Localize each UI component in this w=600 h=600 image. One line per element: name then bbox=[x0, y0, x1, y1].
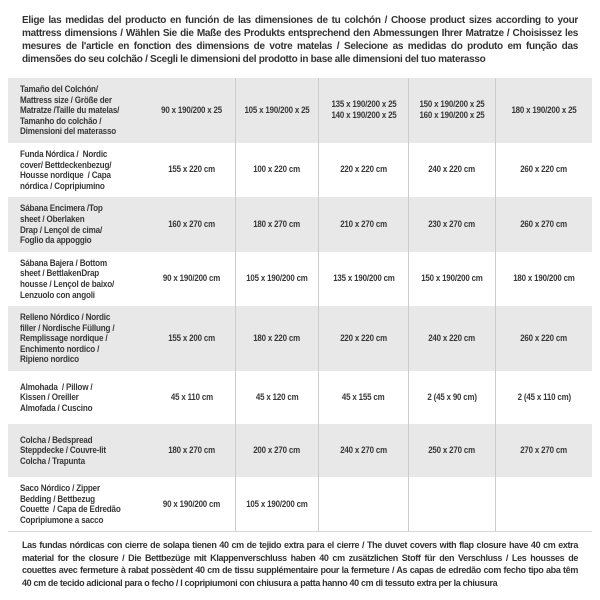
table-row: Relleno Nórdico / Nordic filler / Nordis… bbox=[8, 306, 592, 372]
row-label: Saco Nórdico / Zipper Bedding / Bettbezu… bbox=[20, 483, 121, 525]
size-cell-5: 260 x 220 cm bbox=[495, 142, 592, 198]
footnote-text: Las fundas nórdicas con cierre de solapa… bbox=[22, 540, 578, 588]
size-cell-5: 260 x 220 cm bbox=[495, 306, 592, 372]
size-cell-2: 45 x 120 cm bbox=[235, 371, 318, 425]
row-label: Sábana Encimera /Top sheet / Oberlaken D… bbox=[20, 203, 103, 246]
size-cell-2: 200 x 270 cm bbox=[235, 424, 318, 478]
size-cell-3: 240 x 270 cm bbox=[318, 424, 408, 478]
intro-text: Elige las medidas del producto en funció… bbox=[22, 15, 578, 65]
size-table: Tamaño del Colchón/ Mattress size / Größ… bbox=[8, 78, 592, 533]
table-row: Almohada / Pillow / Kissen / Oreiller Al… bbox=[8, 371, 592, 425]
size-cell-2: 105 x 190/200 cm bbox=[235, 477, 318, 532]
size-cell-1: 160 x 270 cm bbox=[168, 218, 215, 229]
size-cell-2: 105 x 190/200 x 25 bbox=[235, 78, 318, 143]
size-cell-4: 150 x 190/200 x 25 160 x 190/200 x 25 bbox=[408, 78, 495, 143]
size-cell-1: 90 x 190/200 x 25 bbox=[161, 104, 222, 115]
row-label: Colcha / Bedspread Steppdecke / Couvre-l… bbox=[20, 434, 106, 466]
table-row: Saco Nórdico / Zipper Bedding / Bettbezu… bbox=[8, 477, 592, 532]
size-cell-5: 180 x 190/200 x 25 bbox=[495, 78, 592, 143]
row-label: Relleno Nórdico / Nordic filler / Nordis… bbox=[20, 312, 115, 365]
size-cell-4: 250 x 270 cm bbox=[408, 424, 495, 478]
size-cell-5: 270 x 270 cm bbox=[495, 424, 592, 478]
table-row: Sábana Encimera /Top sheet / Oberlaken D… bbox=[8, 197, 592, 252]
size-cell-1: 155 x 220 cm bbox=[168, 164, 215, 175]
size-cell-4: 230 x 270 cm bbox=[408, 197, 495, 252]
row-label: Almohada / Pillow / Kissen / Oreiller Al… bbox=[20, 381, 93, 413]
row-label: Funda Nórdica / Nordic cover/ Bettdecken… bbox=[20, 148, 112, 191]
table-row: Sábana Bajera / Bottom sheet / Bettlaken… bbox=[8, 251, 592, 307]
size-cell-2: 180 x 270 cm bbox=[235, 197, 318, 252]
size-cell-2: 180 x 220 cm bbox=[235, 306, 318, 372]
size-cell-1: 90 x 190/200 cm bbox=[162, 498, 221, 509]
size-cell-4: 240 x 220 cm bbox=[408, 306, 495, 372]
row-label: Tamaño del Colchón/ Mattress size / Größ… bbox=[20, 84, 120, 137]
size-cell-3: 135 x 190/200 cm bbox=[318, 251, 408, 307]
size-cell-1: 180 x 270 cm bbox=[168, 444, 215, 455]
size-cell-3 bbox=[318, 477, 408, 532]
row-label: Sábana Bajera / Bottom sheet / Bettlaken… bbox=[20, 257, 115, 300]
size-cell-3: 135 x 190/200 x 25 140 x 190/200 x 25 bbox=[318, 78, 408, 143]
size-cell-1: 45 x 110 cm bbox=[170, 391, 213, 402]
size-cell-4: 2 (45 x 90 cm) bbox=[408, 371, 495, 425]
size-cell-1: 155 x 200 cm bbox=[168, 332, 215, 343]
size-cell-5: 180 x 190/200 cm bbox=[495, 251, 592, 307]
table-row: Colcha / Bedspread Steppdecke / Couvre-l… bbox=[8, 424, 592, 478]
table-row: Tamaño del Colchón/ Mattress size / Größ… bbox=[8, 78, 592, 143]
size-cell-4: 240 x 220 cm bbox=[408, 142, 495, 198]
size-cell-1: 90 x 190/200 cm bbox=[162, 273, 221, 284]
size-cell-3: 220 x 220 cm bbox=[318, 306, 408, 372]
size-cell-5: 2 (45 x 110 cm) bbox=[495, 371, 592, 425]
size-cell-3: 210 x 270 cm bbox=[318, 197, 408, 252]
size-cell-5 bbox=[495, 477, 592, 532]
size-cell-3: 220 x 220 cm bbox=[318, 142, 408, 198]
size-cell-2: 105 x 190/200 cm bbox=[235, 251, 318, 307]
size-cell-4 bbox=[408, 477, 495, 532]
size-cell-5: 260 x 270 cm bbox=[495, 197, 592, 252]
size-cell-4: 150 x 190/200 cm bbox=[408, 251, 495, 307]
size-cell-3: 45 x 155 cm bbox=[318, 371, 408, 425]
table-row: Funda Nórdica / Nordic cover/ Bettdecken… bbox=[8, 142, 592, 198]
size-cell-2: 100 x 220 cm bbox=[235, 142, 318, 198]
